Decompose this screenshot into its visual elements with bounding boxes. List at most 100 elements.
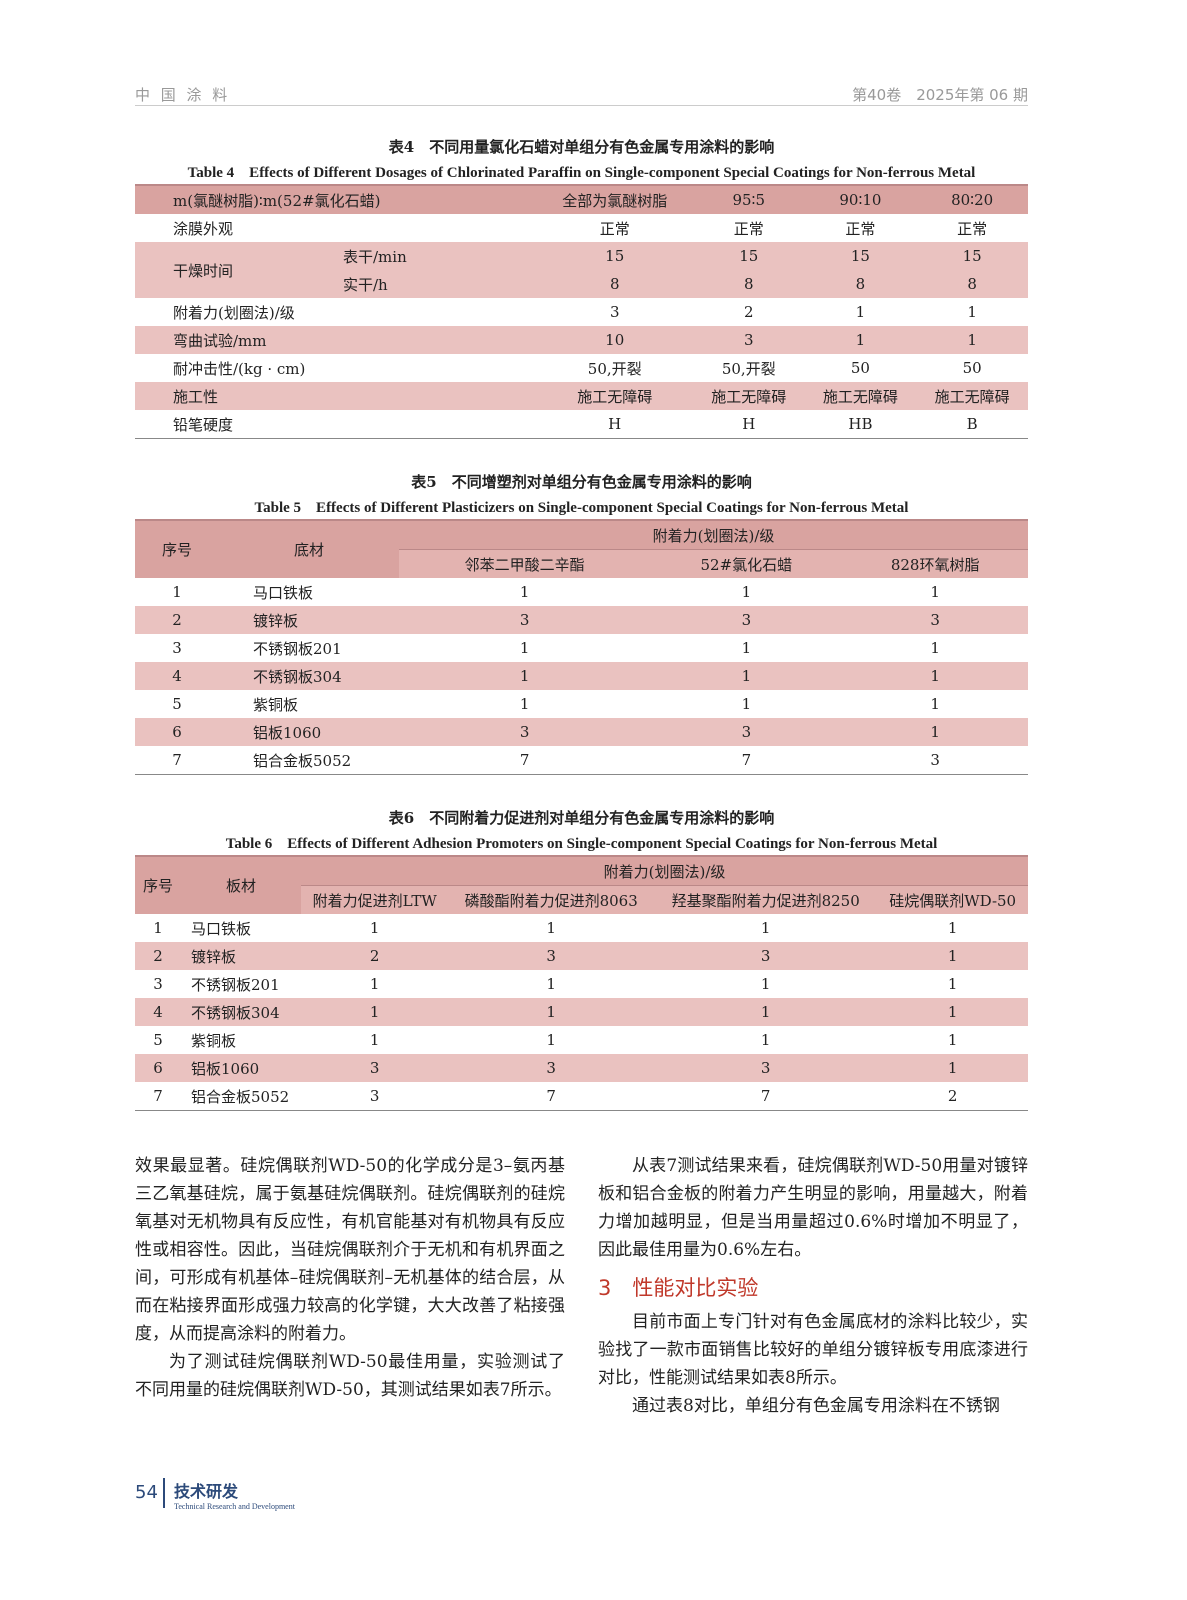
table-cell: 50	[962, 359, 982, 377]
table-cell: 15	[692, 242, 805, 270]
table-cell: 耐冲击性/(kg · cm)	[173, 359, 306, 378]
table-cell: 6	[135, 1054, 181, 1082]
table-cell: 8	[692, 270, 805, 298]
table-cell: 50,开裂	[721, 359, 776, 378]
table-cell: 3	[842, 606, 1028, 634]
table-cell: 5	[172, 695, 182, 713]
table-cell: 80∶20	[916, 185, 1028, 214]
table-cell: 正常	[733, 219, 764, 238]
table-cell: 3	[399, 606, 651, 634]
table-header-row: 附着力促进剂LTW 磷酸酯附着力促进剂8063 羟基聚酯附着力促进剂8250 硅烷偶联…	[135, 885, 1028, 914]
table5: 序号 底材 附着力(划圈法)/级 邻苯二甲酸二辛酯 52#氯化石蜡 828环氧树脂 1 马口铁…	[135, 519, 1028, 775]
table-cell: 铝合金板5052	[191, 1087, 290, 1106]
table-cell: 15	[536, 242, 693, 270]
table-cell: 正常	[599, 219, 630, 238]
table-cell: 7	[760, 1087, 771, 1105]
paragraph: 为了测试硅烷偶联剂WD-50最佳用量，实验测试了不同用量的硅烷偶联剂WD-50，…	[135, 1352, 565, 1400]
table-cell: 1	[877, 942, 1028, 970]
right-column: 从表7测试结果来看，硅烷偶联剂WD-50用量对镀锌板和铝合金板的附着力产生明显的…	[598, 1152, 1028, 1420]
table-cell: 15	[916, 242, 1028, 270]
table-cell: 1	[369, 975, 380, 993]
table-cell: H	[742, 415, 756, 433]
table-cell: 施工性	[135, 382, 537, 410]
table-cell: HB	[848, 415, 873, 433]
table-cell: 正常	[957, 219, 988, 238]
table-row: 1 马口铁板 1 1 1 1	[135, 914, 1028, 942]
table-cell: 不锈钢板201	[191, 975, 280, 994]
table-cell: 硅烷偶联剂WD-50	[877, 885, 1028, 914]
table-cell: 正常	[845, 219, 876, 238]
table-row: 1 马口铁板 1 1 1	[135, 578, 1028, 606]
footer-section-cn: 技术研发	[174, 1482, 239, 1501]
table-cell: 不锈钢板304	[181, 998, 301, 1026]
table-cell: 1	[842, 662, 1028, 690]
table-row: 附着力(划圈法)/级 3 2 1 1	[135, 298, 1028, 326]
table-cell: 1	[519, 695, 530, 713]
table-row: 实干/h 8 8 8 8	[135, 270, 1028, 298]
table-cell: 8	[804, 270, 917, 298]
table-cell: 8	[916, 270, 1028, 298]
table-cell: 3	[301, 1054, 449, 1082]
table-cell: 镀锌板	[181, 942, 301, 970]
table-cell: 50	[850, 359, 870, 377]
table-cell: 1	[369, 1031, 380, 1049]
table-cell: 序号	[135, 856, 181, 914]
table-cell: 干燥时间	[135, 242, 343, 298]
table-cell: 1	[842, 718, 1028, 746]
paragraph: 从表7测试结果来看，硅烷偶联剂WD-50用量对镀锌板和铝合金板的附着力产生明显的…	[598, 1156, 1028, 1260]
table-row: 2 镀锌板 2 3 3 1	[135, 942, 1028, 970]
table-cell: 附着力(划圈法)/级	[301, 856, 1028, 886]
table-row: 铅笔硬度 H H HB B	[135, 410, 1028, 439]
table-cell: 表干/min	[343, 242, 537, 270]
table-cell: 3	[692, 326, 805, 354]
paragraph: 通过表8对比，单组分有色金属专用涂料在不锈钢	[632, 1396, 1000, 1416]
table-row: 6 铝板1060 3 3 1	[135, 718, 1028, 746]
table-cell: 附着力(划圈法)/级	[399, 520, 1028, 550]
table5-caption-en: Table 5 Effects of Different Plasticizer…	[254, 500, 909, 516]
table-cell: 马口铁板	[191, 919, 252, 938]
table-cell: 1	[760, 975, 771, 993]
table-cell: 附着力(划圈法)/级	[173, 303, 295, 322]
table-row: 涂膜外观 正常 正常 正常 正常	[135, 214, 1028, 242]
table-row: 施工性 施工无障碍 施工无障碍 施工无障碍 施工无障碍	[135, 382, 1028, 410]
table-cell: 2	[301, 942, 449, 970]
table-cell: 1	[947, 975, 958, 993]
table-cell: 1	[804, 326, 917, 354]
table-cell: 7	[546, 1087, 556, 1105]
table-row: 2 镀锌板 3 3 3	[135, 606, 1028, 634]
table-row: 干燥时间 表干/min 15 15 15 15	[135, 242, 1028, 298]
table-cell: 全部为氯醚树脂	[536, 185, 693, 214]
table-cell: 实干/h	[343, 270, 537, 298]
table-cell: B	[966, 415, 978, 433]
table-cell: 7	[172, 751, 182, 769]
table-cell: 邻苯二甲酸二辛酯	[399, 549, 651, 578]
table-cell: 1	[877, 998, 1028, 1026]
table-row: 5 紫铜板 1 1 1	[135, 690, 1028, 718]
table-cell: 50,开裂	[587, 359, 642, 378]
table-cell: 2	[135, 606, 219, 634]
table-cell: m(氯醚树脂)∶m(52#氯化石蜡)	[135, 185, 537, 214]
table-cell: 1	[399, 662, 651, 690]
table-cell: 1	[448, 998, 654, 1026]
table-cell: 6	[135, 718, 219, 746]
table-cell: 3	[650, 718, 843, 746]
footer-section-en: Technical Research and Development	[174, 1502, 295, 1511]
table-cell: 施工无障碍	[804, 382, 917, 410]
table-cell: 铝合金板5052	[253, 751, 352, 770]
table-cell: 3	[172, 639, 182, 657]
issue-info: 第40卷 2025年第 06 期	[852, 86, 1028, 104]
table-cell: 7	[519, 751, 530, 769]
table-cell: 1	[653, 998, 878, 1026]
table-cell: 1	[153, 919, 163, 937]
table-cell: 序号	[135, 520, 219, 578]
table-cell: 铝板1060	[219, 718, 399, 746]
table-cell: 1	[519, 583, 530, 601]
paragraph: 目前市面上专门针对有色金属底材的涂料比较少，实验找了一款市面销售比较好的单组分镀…	[598, 1312, 1028, 1388]
table-cell: 1	[947, 1031, 958, 1049]
table-cell: 紫铜板	[191, 1031, 237, 1050]
table-row: 耐冲击性/(kg · cm) 50,开裂 50,开裂 50 50	[135, 354, 1028, 382]
table-cell: 1	[519, 639, 530, 657]
table-row: 4 不锈钢板304 1 1 1 1	[135, 998, 1028, 1026]
table-cell: 3	[930, 751, 940, 769]
